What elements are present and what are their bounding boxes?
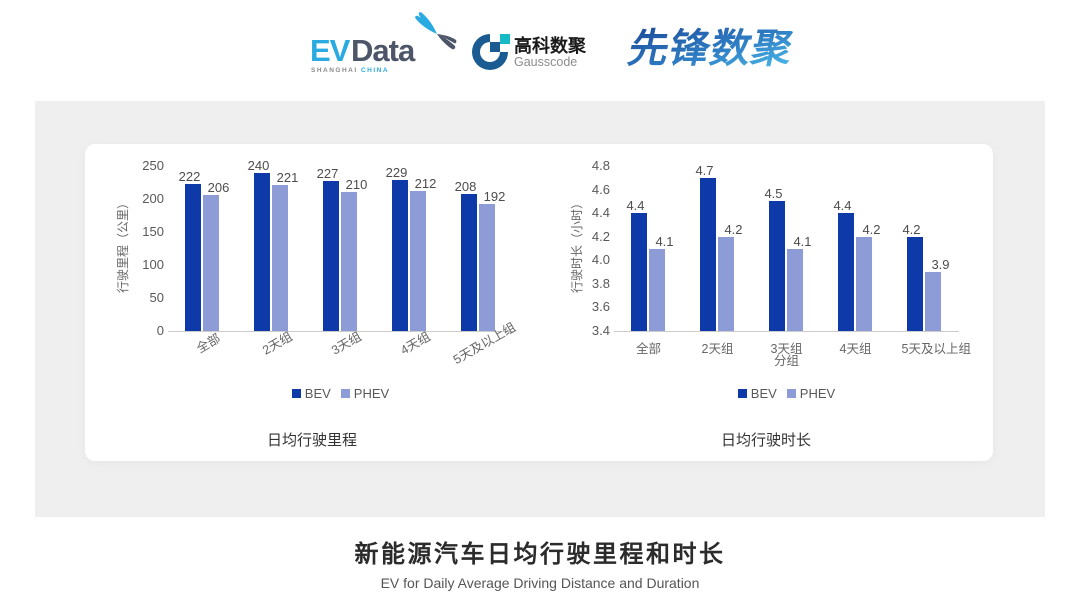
svg-text:EV: EV <box>310 33 351 68</box>
svg-text:高科数聚: 高科数聚 <box>514 35 587 56</box>
svg-text:先锋数聚: 先锋数聚 <box>624 25 798 70</box>
svg-text:SHANGHAI CHINA: SHANGHAI CHINA <box>311 67 389 74</box>
svg-text:Data: Data <box>351 33 416 68</box>
svg-text:Gausscode: Gausscode <box>514 55 577 69</box>
